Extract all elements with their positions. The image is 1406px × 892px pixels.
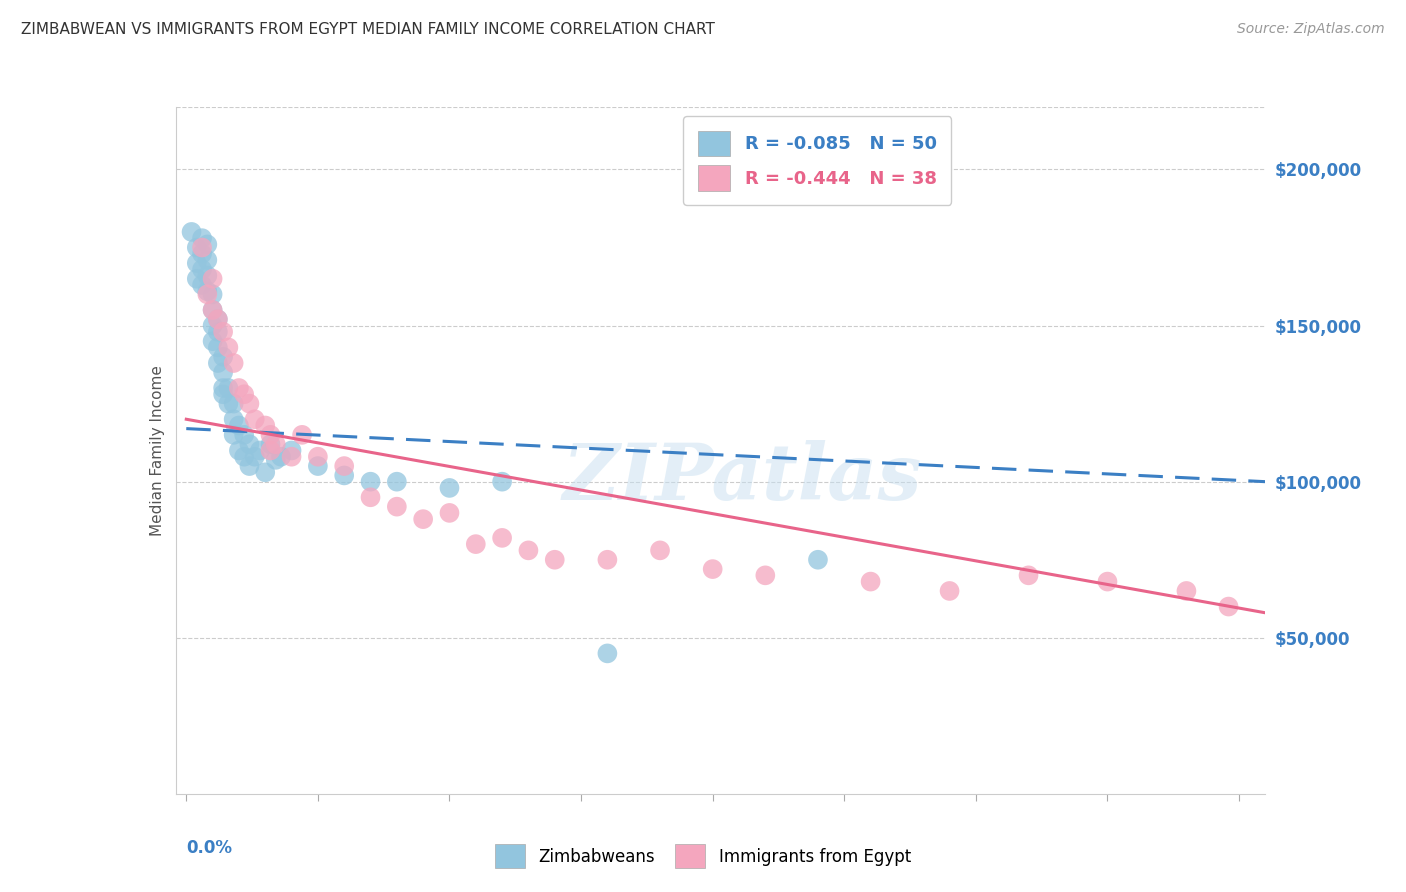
Point bbox=[212, 381, 235, 395]
Y-axis label: Median Family Income: Median Family Income bbox=[149, 365, 165, 536]
Point bbox=[385, 500, 408, 514]
Point bbox=[233, 427, 256, 442]
Point bbox=[222, 356, 245, 370]
Point bbox=[222, 427, 245, 442]
Point bbox=[191, 246, 214, 260]
Point bbox=[195, 284, 218, 298]
Point bbox=[217, 396, 239, 410]
Point bbox=[544, 552, 567, 567]
Text: 0.0%: 0.0% bbox=[186, 838, 232, 856]
Point bbox=[238, 458, 260, 473]
Point bbox=[259, 437, 281, 451]
Point bbox=[228, 381, 250, 395]
Point bbox=[254, 418, 277, 433]
Point bbox=[491, 531, 513, 545]
Point bbox=[291, 427, 314, 442]
Point bbox=[333, 458, 356, 473]
Legend: R = -0.085   N = 50, R = -0.444   N = 38: R = -0.085 N = 50, R = -0.444 N = 38 bbox=[683, 116, 952, 205]
Point bbox=[754, 568, 776, 582]
Point bbox=[191, 240, 214, 255]
Point bbox=[195, 287, 218, 301]
Point bbox=[807, 552, 830, 567]
Point bbox=[180, 225, 202, 239]
Point bbox=[1018, 568, 1040, 582]
Point bbox=[439, 506, 461, 520]
Point bbox=[254, 466, 277, 480]
Point bbox=[280, 450, 302, 464]
Point bbox=[191, 278, 214, 293]
Point bbox=[385, 475, 408, 489]
Point bbox=[195, 237, 218, 252]
Point bbox=[307, 450, 329, 464]
Point bbox=[859, 574, 882, 589]
Point bbox=[222, 396, 245, 410]
Point bbox=[270, 450, 292, 464]
Point bbox=[195, 252, 218, 267]
Point bbox=[360, 475, 382, 489]
Point bbox=[243, 450, 266, 464]
Point bbox=[238, 396, 260, 410]
Point bbox=[191, 262, 214, 277]
Point bbox=[212, 387, 235, 401]
Legend: Zimbabweans, Immigrants from Egypt: Zimbabweans, Immigrants from Egypt bbox=[488, 838, 918, 875]
Point bbox=[222, 412, 245, 426]
Point bbox=[1175, 583, 1198, 598]
Point bbox=[207, 340, 229, 354]
Point bbox=[517, 543, 540, 558]
Point bbox=[243, 412, 266, 426]
Point bbox=[201, 334, 224, 348]
Point bbox=[207, 312, 229, 326]
Text: ZIPatlas: ZIPatlas bbox=[562, 440, 922, 516]
Point bbox=[207, 312, 229, 326]
Point bbox=[233, 450, 256, 464]
Point bbox=[412, 512, 434, 526]
Point bbox=[207, 325, 229, 339]
Point bbox=[702, 562, 724, 576]
Point bbox=[360, 490, 382, 504]
Point bbox=[207, 356, 229, 370]
Text: Source: ZipAtlas.com: Source: ZipAtlas.com bbox=[1237, 22, 1385, 37]
Point bbox=[264, 437, 287, 451]
Point bbox=[307, 458, 329, 473]
Point bbox=[212, 325, 235, 339]
Point bbox=[186, 271, 208, 285]
Point bbox=[259, 443, 281, 458]
Point bbox=[212, 350, 235, 364]
Point bbox=[249, 443, 271, 458]
Point bbox=[233, 387, 256, 401]
Point bbox=[648, 543, 671, 558]
Point bbox=[1218, 599, 1240, 614]
Point bbox=[228, 443, 250, 458]
Point bbox=[491, 475, 513, 489]
Point bbox=[228, 418, 250, 433]
Point bbox=[201, 287, 224, 301]
Text: ZIMBABWEAN VS IMMIGRANTS FROM EGYPT MEDIAN FAMILY INCOME CORRELATION CHART: ZIMBABWEAN VS IMMIGRANTS FROM EGYPT MEDI… bbox=[21, 22, 716, 37]
Point bbox=[195, 268, 218, 283]
Point bbox=[191, 231, 214, 245]
Point bbox=[201, 303, 224, 318]
Point bbox=[259, 427, 281, 442]
Point bbox=[938, 583, 960, 598]
Point bbox=[238, 437, 260, 451]
Point bbox=[201, 303, 224, 318]
Point bbox=[596, 646, 619, 660]
Point bbox=[217, 381, 239, 395]
Point bbox=[439, 481, 461, 495]
Point bbox=[280, 443, 302, 458]
Point bbox=[217, 340, 239, 354]
Point bbox=[264, 452, 287, 467]
Point bbox=[1097, 574, 1119, 589]
Point bbox=[596, 552, 619, 567]
Point bbox=[186, 240, 208, 255]
Point bbox=[201, 271, 224, 285]
Point bbox=[333, 468, 356, 483]
Point bbox=[212, 366, 235, 380]
Point bbox=[201, 318, 224, 333]
Point bbox=[186, 256, 208, 270]
Point bbox=[464, 537, 486, 551]
